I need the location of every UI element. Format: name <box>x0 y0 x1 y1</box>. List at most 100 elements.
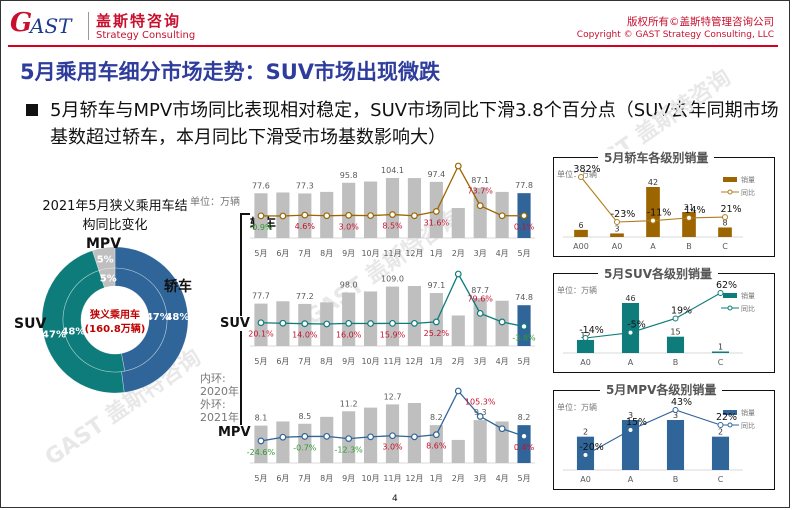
growth-label: 8.5% <box>382 222 403 231</box>
bar-value-label: 8.2 <box>518 413 531 422</box>
x-tick-label: 5月 <box>517 474 530 483</box>
growth-point <box>627 329 634 336</box>
x-tick-label: 7月 <box>298 249 311 258</box>
growth-point <box>301 433 309 440</box>
bar <box>718 227 732 237</box>
legend-label: 同比 <box>741 304 755 313</box>
donut-center-sub: (160.8万辆) <box>85 322 146 335</box>
row-label-suv: SUV <box>220 316 250 331</box>
growth-point <box>578 174 584 180</box>
growth-point <box>323 212 331 220</box>
growth-label: 105.3% <box>465 397 496 406</box>
growth-label: -24.6% <box>247 448 276 457</box>
unit-label: 单位：万辆 <box>557 402 597 412</box>
growth-point <box>717 422 724 428</box>
growth-label: 79.6% <box>467 294 493 303</box>
x-tick-label: 3月 <box>474 357 487 366</box>
x-tick-label: A0 <box>580 358 591 367</box>
growth-label: 43% <box>671 398 692 408</box>
donut-center-label: 狭义乘用车 <box>89 308 140 321</box>
x-tick-label: 10月 <box>361 474 379 483</box>
bar-value-label: 77.3 <box>296 181 314 190</box>
x-tick-label: 4月 <box>496 357 509 366</box>
growth-label: 62% <box>716 281 737 291</box>
header-divider <box>8 45 778 47</box>
bar <box>666 336 685 353</box>
legend-bar-swatch <box>723 293 737 298</box>
growth-point <box>498 425 506 433</box>
x-tick-label: B <box>673 358 679 367</box>
x-tick-label: 1月 <box>430 474 443 483</box>
growth-label: 19% <box>671 305 692 316</box>
bar <box>451 315 465 346</box>
x-tick-label: 11月 <box>383 357 401 366</box>
x-tick-label: 11月 <box>383 249 401 258</box>
x-tick-label: 5月 <box>517 357 530 366</box>
x-tick-label: 6月 <box>276 249 289 258</box>
growth-point <box>582 452 589 458</box>
growth-label: -5% <box>627 320 646 331</box>
x-tick-label: 3月 <box>474 474 487 483</box>
sedan-class-box <box>553 157 775 257</box>
growth-point <box>301 320 309 328</box>
bar <box>473 420 487 463</box>
growth-point <box>367 212 374 219</box>
x-tick-label: A00 <box>573 242 589 251</box>
growth-point <box>454 162 462 170</box>
logo-mark: G <box>10 8 33 38</box>
donut-percent-label: 47% <box>42 330 66 341</box>
bar-value-label: 6 <box>578 221 583 230</box>
bar-value-label: 3 <box>614 224 619 233</box>
bar <box>385 178 400 238</box>
x-tick-label: 8月 <box>320 249 333 258</box>
growth-point <box>389 211 396 218</box>
x-tick-label: A0 <box>580 475 591 484</box>
row-label-mpv: MPV <box>218 425 251 440</box>
bar <box>574 229 588 237</box>
growth-point <box>520 432 528 440</box>
x-tick-label: 10月 <box>361 249 379 258</box>
x-tick-label: A <box>650 242 656 251</box>
growth-label: -0.9% <box>249 223 273 232</box>
x-tick-label: C <box>718 475 724 484</box>
growth-point <box>432 431 440 439</box>
bar-value-label: 11.2 <box>340 399 358 408</box>
ring-note-line: 2020年 <box>200 385 239 398</box>
bar-value-label: 95.8 <box>340 171 358 180</box>
company-name-en: Strategy Consulting <box>96 30 196 41</box>
growth-point <box>476 413 484 420</box>
bar <box>451 208 465 238</box>
x-tick-label: 12月 <box>405 357 423 366</box>
x-tick-label: 2月 <box>452 474 465 483</box>
growth-point <box>520 212 528 220</box>
ring-note: 内环: 2020年 外环: 2021年 <box>200 372 239 424</box>
x-tick-label: A <box>628 475 634 484</box>
growth-point <box>257 212 265 220</box>
donut-percent-label: 47% <box>146 312 170 323</box>
bar-value-label: 77.6 <box>252 181 270 190</box>
copyright-cn: 版权所有©盖斯特管理咨询公司 <box>627 16 774 28</box>
bar-value-label: 3 <box>673 411 678 420</box>
bar <box>646 187 660 237</box>
growth-label: 0.1% <box>514 223 535 232</box>
x-tick-label: 5月 <box>517 249 530 258</box>
bar-value-label: 97.4 <box>427 170 445 179</box>
suv-class-chart: 单位：万辆销量同比12A046A15B1C-14%-5%19%62% <box>557 281 755 367</box>
suv-monthly-chart: 77.7 5月 6月 77.2 7月 8月 98.0 9月 10月 109.0 11月 12月 97.1… <box>248 270 536 366</box>
growth-label: 15% <box>626 417 647 428</box>
legend-label: 销量 <box>741 408 755 417</box>
x-tick-label: 4月 <box>496 249 509 258</box>
growth-label: 22% <box>716 412 737 423</box>
x-tick-label: 5月 <box>254 357 267 366</box>
growth-point <box>672 315 679 322</box>
donut-label-mpv: MPV <box>86 236 122 252</box>
growth-point <box>476 202 484 210</box>
bullet-square-icon <box>26 104 38 116</box>
growth-point <box>411 319 418 327</box>
growth-label: 15.9% <box>380 330 406 339</box>
x-tick-label: 2月 <box>452 249 465 258</box>
bar-value-label: 8.5 <box>298 412 311 421</box>
bar <box>364 291 378 346</box>
suv-class-box <box>553 273 775 373</box>
